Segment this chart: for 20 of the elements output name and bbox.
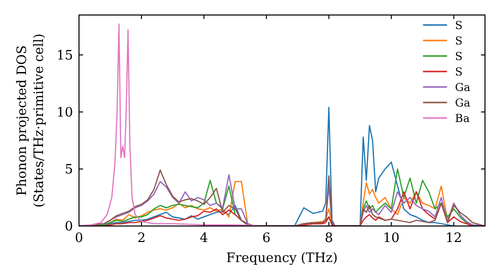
- y-axis-title: Phonon projected DOS (States/THz·primitive cell): [15, 33, 47, 208]
- y-tick-label: 15: [56, 48, 73, 64]
- x-tick-label: 2: [137, 231, 146, 246]
- x-tick-label: 12: [445, 231, 462, 246]
- x-tick-label: 0: [74, 231, 84, 246]
- y-tick-label: 10: [56, 105, 73, 120]
- legend-label: S: [455, 34, 463, 48]
- x-tick-label: 6: [262, 231, 271, 246]
- y-tick-label: 5: [64, 162, 73, 178]
- legend-label: S: [455, 19, 463, 32]
- x-tick-label: 8: [324, 231, 333, 246]
- legend-label: Ga: [455, 81, 471, 94]
- x-tick-label: 10: [383, 231, 400, 246]
- legend-label: Ba: [455, 112, 470, 125]
- legend-label: S: [455, 50, 463, 63]
- x-tick-label: 4: [200, 231, 208, 246]
- x-axis-title: Frequency (THz): [226, 251, 338, 266]
- legend-label: Ga: [455, 96, 471, 110]
- legend-label: S: [455, 66, 463, 78]
- y-tick-label: 0: [64, 220, 73, 234]
